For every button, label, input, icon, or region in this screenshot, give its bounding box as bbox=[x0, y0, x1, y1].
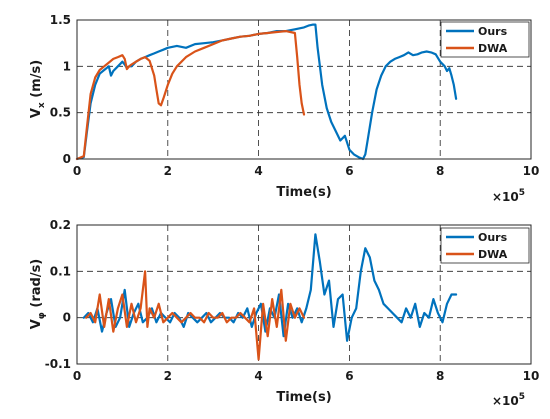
series-line-dwa bbox=[75, 30, 306, 161]
y-tick-label: 0.2 bbox=[50, 218, 71, 232]
x-axis-label: Time(s) bbox=[276, 390, 331, 405]
y-axis-label-main: V bbox=[29, 319, 44, 329]
y-axis-label-unit: (m/s) bbox=[29, 60, 44, 102]
series-line-dwa bbox=[84, 270, 306, 361]
gridlines bbox=[77, 225, 531, 364]
x-tick-labels: 0 2 4 6 8 10 bbox=[73, 164, 540, 178]
x-multiplier-exponent: 5 bbox=[519, 392, 525, 402]
y-axis-label-sub: φ bbox=[37, 312, 47, 319]
y-axis-label: Vx (m/s) bbox=[29, 60, 47, 118]
x-tick-label: 0 bbox=[73, 164, 81, 178]
legend-label-dwa: DWA bbox=[478, 42, 508, 55]
y-tick-label: 0.1 bbox=[50, 264, 71, 278]
x-tick-label: 2 bbox=[164, 164, 172, 178]
x-tick-label: 10 bbox=[523, 164, 540, 178]
y-axis-label-unit: (rad/s) bbox=[29, 259, 44, 312]
y-axis-label-main: V bbox=[29, 108, 44, 118]
x-multiplier-base: ×10 bbox=[492, 190, 519, 204]
legend: Ours DWA bbox=[440, 21, 530, 58]
x-tick-label: 4 bbox=[254, 164, 262, 178]
x-tick-label: 2 bbox=[164, 369, 172, 383]
y-tick-label: -0.1 bbox=[45, 357, 71, 371]
x-tick-label: 4 bbox=[254, 369, 262, 383]
y-tick-labels: -0.1 0 0.1 0.2 bbox=[45, 218, 71, 371]
legend-label-dwa: DWA bbox=[478, 248, 508, 261]
legend-box bbox=[440, 227, 530, 264]
x-multiplier-base: ×10 bbox=[492, 394, 519, 408]
y-axis-label-sub: x bbox=[37, 102, 47, 108]
y-tick-label: 0.5 bbox=[50, 106, 71, 120]
x-tick-label: 8 bbox=[436, 164, 444, 178]
chart-velocity-phi: 0 2 4 6 8 10 -0.100.10.2 Time(s) ×105 Vφ (rad… bbox=[29, 218, 539, 408]
x-tick-label: 8 bbox=[436, 369, 444, 383]
y-tick-label: 0 bbox=[63, 311, 71, 325]
y-tick-label: 0 bbox=[63, 152, 71, 166]
y-axis-label: Vφ (rad/s) bbox=[29, 259, 47, 330]
x-tick-label: 10 bbox=[523, 369, 540, 383]
chart-velocity-x: 0 2 4 6 8 10 0 0.5 1 1.5 Time(s) ×105 Vx (m/s) O… bbox=[29, 13, 539, 204]
axes-box bbox=[76, 224, 532, 365]
axes-box bbox=[76, 19, 532, 160]
series-line-ours bbox=[82, 233, 458, 342]
series-lines bbox=[82, 233, 458, 361]
x-multiplier: ×105 bbox=[492, 392, 525, 408]
gridlines bbox=[77, 20, 531, 159]
y-tick-label: 1 bbox=[63, 59, 71, 73]
x-tick-label: 6 bbox=[345, 369, 353, 383]
series-lines bbox=[75, 23, 458, 161]
x-tick-labels: 0 2 4 6 8 10 bbox=[73, 369, 540, 383]
x-multiplier: ×105 bbox=[492, 188, 525, 204]
legend-box bbox=[440, 21, 530, 58]
x-tick-label: 0 bbox=[73, 369, 81, 383]
y-tick-labels: 0 0.5 1 1.5 bbox=[50, 13, 71, 166]
legend-label-ours: Ours bbox=[478, 231, 508, 244]
x-axis-label: Time(s) bbox=[276, 185, 331, 200]
x-tick-label: 6 bbox=[345, 164, 353, 178]
y-tick-label: 1.5 bbox=[50, 13, 71, 27]
legend: Ours DWA bbox=[440, 227, 530, 264]
legend-label-ours: Ours bbox=[478, 25, 508, 38]
x-multiplier-exponent: 5 bbox=[519, 188, 525, 198]
